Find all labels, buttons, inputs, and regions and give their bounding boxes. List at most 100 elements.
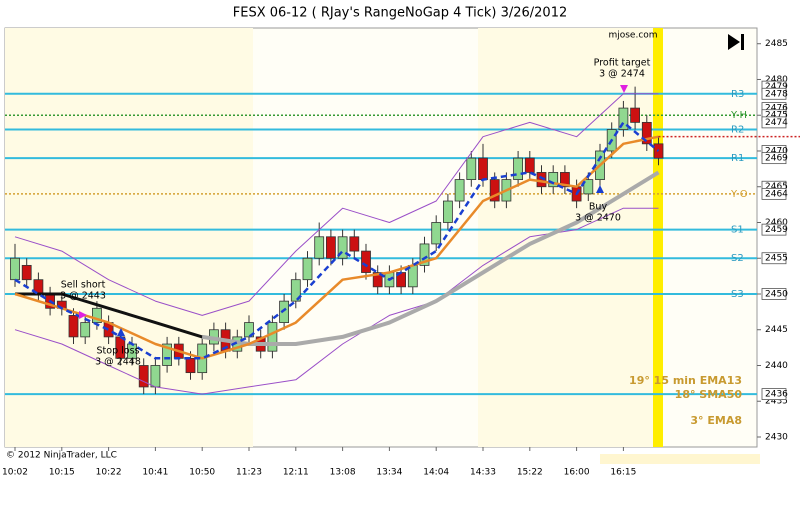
x-tick-label: 14:04 xyxy=(423,468,449,478)
candle xyxy=(454,172,465,209)
y-tick-label: 2485 xyxy=(765,39,788,49)
candle-body xyxy=(150,365,161,388)
price-marker-box xyxy=(761,288,787,300)
y-tick-label: 2440 xyxy=(765,361,788,371)
price-marker-label: 2475 xyxy=(765,111,788,121)
candle-body xyxy=(10,257,20,281)
price-marker-label: 2436 xyxy=(765,390,788,400)
candle xyxy=(548,165,559,194)
trade-arrow xyxy=(79,311,87,319)
trade-annotation: 3 @ 2470 xyxy=(575,213,621,224)
candle xyxy=(419,236,430,273)
trade-arrow xyxy=(117,328,125,336)
candle-body xyxy=(267,322,278,352)
price-marker-label: 2479 xyxy=(765,82,788,92)
candle-body xyxy=(290,279,301,302)
price-marker-label: 2465 xyxy=(765,182,788,192)
candle-body xyxy=(524,157,535,173)
candle xyxy=(138,358,149,395)
candle-body xyxy=(80,322,91,338)
legend-entry: 18° SMA50 xyxy=(675,388,743,401)
candle xyxy=(337,229,348,266)
x-tick-label: 16:15 xyxy=(610,468,636,478)
trade-annotation: 3 @ 2474 xyxy=(599,69,645,80)
candle-body xyxy=(583,179,594,195)
candle xyxy=(21,258,32,287)
x-tick-label: 14:33 xyxy=(470,468,496,478)
candle-body xyxy=(431,222,442,245)
level-label: S3 xyxy=(731,289,744,300)
candle-body xyxy=(162,343,173,366)
trade-arrow xyxy=(620,85,628,93)
price-marker-box xyxy=(761,87,787,100)
candle-body xyxy=(419,243,430,266)
x-tick-label: 15:22 xyxy=(517,468,543,478)
price-marker-box xyxy=(761,187,787,200)
candle xyxy=(618,100,629,137)
candle-body xyxy=(361,250,371,273)
scrollbar[interactable] xyxy=(600,454,760,464)
candle-body xyxy=(68,315,79,338)
candle-body xyxy=(454,179,465,202)
copyright: © 2012 NinjaTrader, LLC xyxy=(6,451,117,461)
candle-body xyxy=(325,236,336,259)
x-tick-label: 13:34 xyxy=(376,468,402,478)
candle xyxy=(372,265,383,294)
level-label: Y-O xyxy=(730,189,748,200)
candle-body xyxy=(185,357,196,374)
candle xyxy=(466,150,477,187)
candle xyxy=(442,193,453,230)
chart-layer xyxy=(5,43,800,451)
play-icon[interactable] xyxy=(728,34,744,50)
x-tick-label: 10:02 xyxy=(2,468,28,478)
price-marker-box xyxy=(761,152,787,165)
watermark: mjose.com xyxy=(608,31,657,41)
candle xyxy=(279,293,290,330)
indicator-line xyxy=(201,170,660,346)
price-marker-label: 2455 xyxy=(765,254,788,264)
session-shade xyxy=(478,28,653,447)
candle-body xyxy=(314,236,325,259)
candle-body xyxy=(618,107,629,130)
price-marker-label: 2450 xyxy=(765,289,788,299)
level-label: S1 xyxy=(731,225,744,236)
candle xyxy=(290,272,301,309)
candle-body xyxy=(466,157,477,180)
candle-body xyxy=(92,307,102,323)
price-marker-label: 2470 xyxy=(765,146,788,156)
candle xyxy=(302,251,313,287)
candle xyxy=(10,243,20,287)
candle-body xyxy=(641,121,652,145)
level-label: S2 xyxy=(731,253,744,264)
price-marker-box xyxy=(761,388,787,400)
candle-body xyxy=(372,272,383,288)
trade-annotation: Profit target xyxy=(594,58,651,69)
trade-annotation: 3 @ 2443 xyxy=(60,291,106,302)
legend-entry: 19° 15 min EMA13 xyxy=(629,374,742,387)
highlight-bar xyxy=(653,28,663,447)
candle xyxy=(68,308,79,345)
candle-body xyxy=(630,107,640,123)
y-tick-label: 2430 xyxy=(765,432,788,442)
session-shade xyxy=(5,28,253,447)
y-tick-label: 2480 xyxy=(765,75,788,85)
candle xyxy=(560,165,570,194)
candle-body xyxy=(244,322,254,338)
price-marker-label: 2478 xyxy=(765,89,788,99)
price-marker-label: 2459 xyxy=(765,225,788,235)
candle xyxy=(513,150,523,187)
chart-title: FESX 06-12 ( RJay's RangeNoGap 4 Tick) 3… xyxy=(233,6,568,21)
trade-annotation: 3 @ 2448 xyxy=(95,357,141,368)
x-tick-label: 11:23 xyxy=(236,468,262,478)
candle-body xyxy=(548,172,559,188)
candle xyxy=(267,315,278,359)
candle-body xyxy=(442,200,453,223)
price-marker-box xyxy=(761,252,787,265)
x-tick-label: 13:08 xyxy=(330,468,356,478)
trade-arrow xyxy=(596,185,604,193)
level-label: R1 xyxy=(731,153,744,164)
trade-annotation: Sell short xyxy=(61,280,106,291)
legend-entry: 3° EMA8 xyxy=(690,414,742,427)
price-marker-label: 2464 xyxy=(765,189,788,199)
